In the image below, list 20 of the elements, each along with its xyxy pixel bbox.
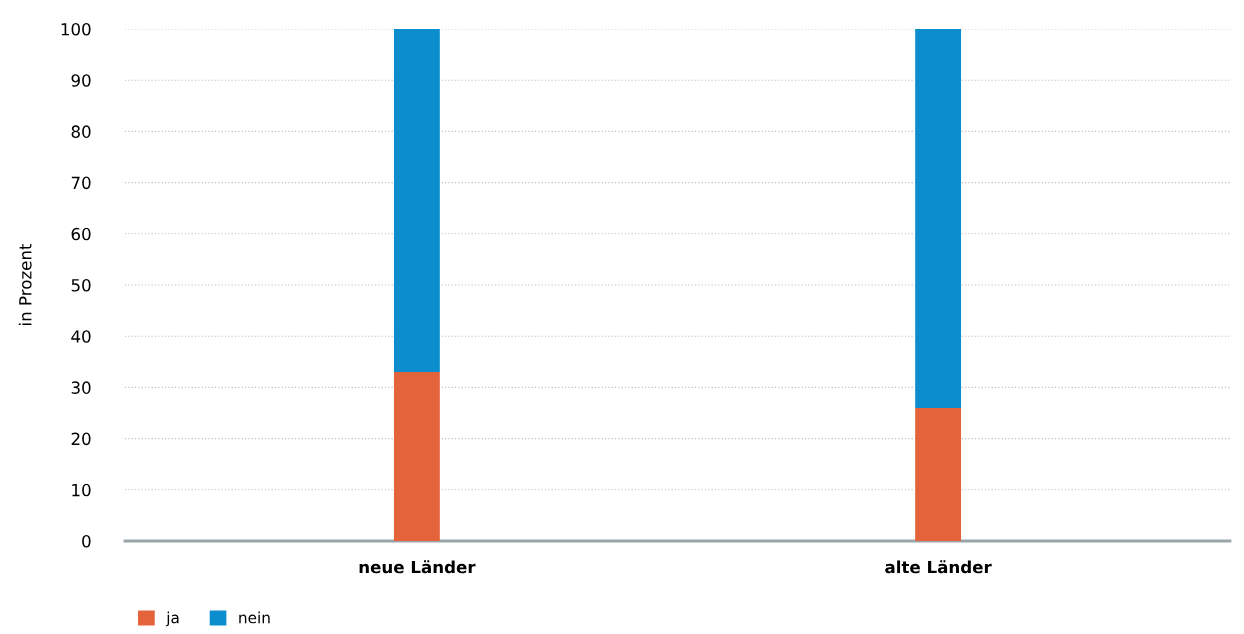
y-tick-label: 40 <box>71 330 91 343</box>
y-tick-label: 100 <box>61 22 91 36</box>
legend-label: nein <box>239 611 270 624</box>
bar <box>393 29 440 373</box>
y-tick-label: 10 <box>72 483 91 497</box>
y-tick-label: 80 <box>71 125 91 138</box>
legend-label: ja <box>165 611 179 627</box>
y-tick-label: 50 <box>71 278 91 292</box>
bar <box>393 372 440 541</box>
x-tick-label: neue Länder <box>359 560 476 574</box>
y-axis-title: in Prozent <box>18 243 32 325</box>
y-tick-label: 90 <box>71 74 91 87</box>
y-tick-label: 0 <box>82 534 91 548</box>
bar <box>915 29 962 408</box>
y-tick-label: 60 <box>71 227 91 241</box>
bar <box>915 407 962 541</box>
x-tick-label: alte Länder <box>885 560 992 574</box>
y-tick-label: 70 <box>71 176 91 190</box>
y-tick-label: 20 <box>71 432 91 446</box>
y-tick-label: 30 <box>71 381 91 394</box>
